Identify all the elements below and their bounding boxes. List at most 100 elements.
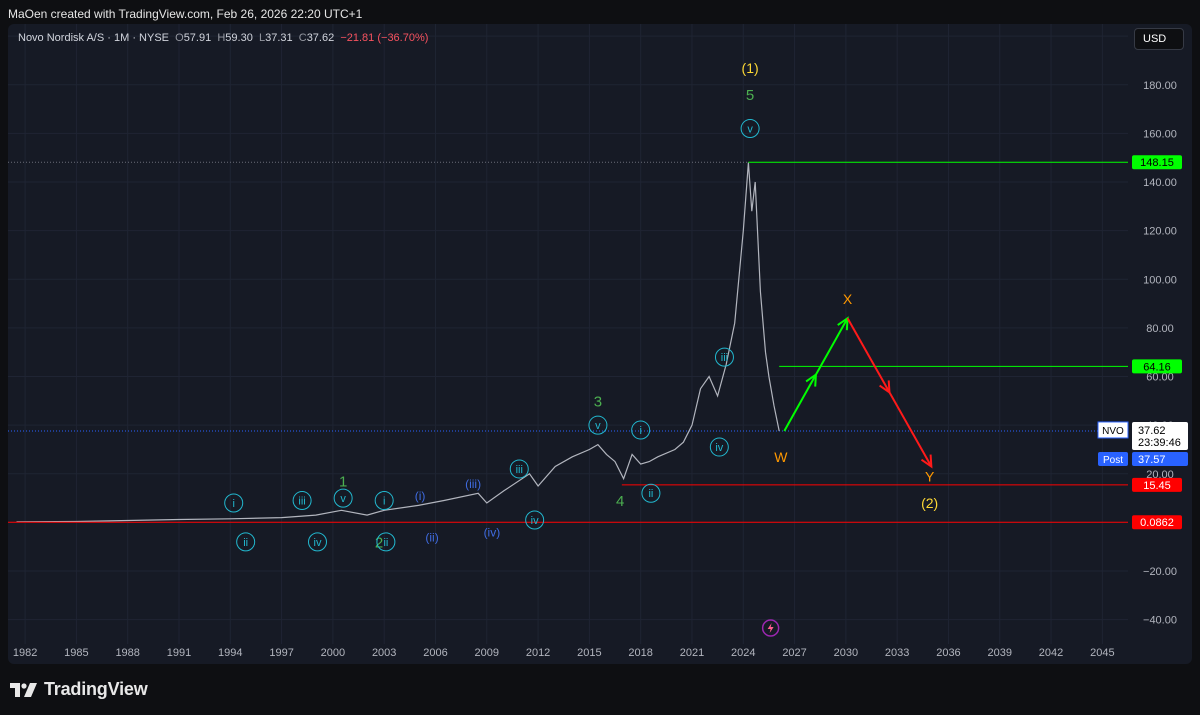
x-tick-label: 2042 <box>1039 647 1063 659</box>
wave-label: v <box>747 124 753 136</box>
y-tick-label: 20.00 <box>1146 469 1174 481</box>
projection-down-arrow-head <box>920 454 933 469</box>
wave-label-circle <box>224 493 244 513</box>
x-tick-label: 2036 <box>936 647 960 659</box>
wave-label-circle <box>236 532 256 552</box>
wave-label: iv <box>314 537 322 549</box>
wave-label: (iv) <box>484 525 501 539</box>
wave-label: iii <box>721 352 728 364</box>
x-tick-label: 2027 <box>782 647 806 659</box>
wave-label-circle <box>588 415 608 435</box>
wave-label: (ii) <box>425 530 438 544</box>
y-tick-label: 180.00 <box>1143 80 1177 92</box>
open-value: 57.91 <box>183 32 212 44</box>
wave-label: iv <box>531 515 539 527</box>
x-tick-label: 1991 <box>167 647 191 659</box>
wave-label: W <box>774 449 788 465</box>
open-label: O <box>175 32 184 44</box>
low-label: L <box>258 32 266 44</box>
level-badge <box>1132 359 1182 374</box>
wave-label: ii <box>648 488 653 500</box>
close-label: C <box>298 32 307 44</box>
wave-label-circle <box>292 491 312 511</box>
wave-label: iii <box>516 464 523 476</box>
x-tick-label: 2045 <box>1090 647 1114 659</box>
wave-label-circle <box>509 459 529 479</box>
wave-label: 5 <box>746 87 754 104</box>
x-tick-label: 2015 <box>577 647 601 659</box>
y-tick-label: 140.00 <box>1143 177 1177 189</box>
tradingview-logo[interactable]: TradingView <box>10 679 148 700</box>
wave-label: 3 <box>594 393 602 410</box>
symbol-badge <box>1097 421 1129 439</box>
tradingview-logo-icon <box>10 682 37 697</box>
y-tick-label: 60.00 <box>1146 372 1174 384</box>
post-price-text: 37.57 <box>1138 454 1166 466</box>
countdown-text: 23:39:46 <box>1138 437 1181 449</box>
currency-button[interactable]: USD <box>1134 28 1184 50</box>
x-tick-label: 2024 <box>731 647 755 659</box>
y-tick-label: 80.00 <box>1146 323 1174 335</box>
y-tick-label: −20.00 <box>1143 566 1177 578</box>
x-tick-label: 2039 <box>988 647 1012 659</box>
x-tick-label: 1982 <box>13 647 37 659</box>
projection-down-arrow-mid-head <box>879 380 891 395</box>
x-tick-label: 2030 <box>834 647 858 659</box>
low-value: 37.31 <box>265 32 293 44</box>
price-series-line <box>16 162 780 523</box>
wave-label: iv <box>715 442 723 454</box>
level-badge <box>1132 477 1182 492</box>
high-label: H <box>217 32 226 44</box>
y-tick-label: 100.00 <box>1143 274 1177 286</box>
wave-label: i <box>232 498 234 510</box>
y-tick-label: 120.00 <box>1143 226 1177 238</box>
wave-label: i <box>383 496 385 508</box>
change-value: −21.81 (−36.70%) <box>340 32 429 44</box>
post-badge-text: Post <box>1103 455 1123 466</box>
wave-label: (2) <box>921 495 938 511</box>
level-badge <box>1132 155 1182 170</box>
wave-label: 2 <box>375 534 383 551</box>
x-tick-label: 1997 <box>269 647 293 659</box>
y-tick-label: 160.00 <box>1143 128 1177 140</box>
wave-label: i <box>639 425 641 437</box>
wave-label-circle <box>374 491 394 511</box>
level-badge <box>1132 515 1182 530</box>
wave-label-circle <box>740 119 760 139</box>
x-tick-label: 2021 <box>680 647 704 659</box>
level-badge-text: 148.15 <box>1140 157 1174 169</box>
footer: TradingView <box>0 666 1200 715</box>
x-tick-label: 2003 <box>372 647 396 659</box>
wave-label: (i) <box>415 489 426 503</box>
close-value: 37.62 <box>306 32 335 44</box>
top-bar: MaOen created with TradingView.com, Feb … <box>0 0 1200 26</box>
level-badge-text: 0.0862 <box>1140 517 1174 529</box>
x-tick-label: 2000 <box>321 647 345 659</box>
projection-up-arrow-mid-head <box>805 372 818 387</box>
chart-panel[interactable]: 1982 1985 1988 1991 1994 1997 2000 2003 2006 2009… <box>8 24 1192 664</box>
wave-label-circle <box>631 420 651 440</box>
high-value: 59.30 <box>225 32 253 44</box>
x-tick-label: 2006 <box>423 647 447 659</box>
x-tick-label: 1994 <box>218 647 242 659</box>
wave-label: ii <box>383 537 388 549</box>
wave-label-circle <box>714 347 734 367</box>
wave-label: 4 <box>616 493 624 510</box>
chart-credit: MaOen created with TradingView.com, Feb … <box>8 7 363 21</box>
symbol-label[interactable]: Novo Nordisk A/S · 1M · NYSE <box>18 32 169 44</box>
wave-label-circle <box>525 510 545 530</box>
price-chart[interactable]: 1982 1985 1988 1991 1994 1997 2000 2003 2006 2009… <box>8 24 1192 664</box>
post-badge <box>1098 451 1128 466</box>
wave-label-circle <box>376 532 396 552</box>
wave-label-circle <box>307 532 327 552</box>
level-badge-text: 64.16 <box>1143 361 1171 373</box>
x-tick-label: 2012 <box>526 647 550 659</box>
x-tick-label: 1988 <box>115 647 139 659</box>
wave-label-circle <box>709 437 729 457</box>
wave-label: Y <box>925 468 935 484</box>
post-price-badge <box>1132 451 1188 466</box>
x-tick-label: 2033 <box>885 647 909 659</box>
wave-label-circle <box>333 488 353 508</box>
level-badge-text: 15.45 <box>1143 480 1171 492</box>
lightning-icon <box>767 623 774 633</box>
